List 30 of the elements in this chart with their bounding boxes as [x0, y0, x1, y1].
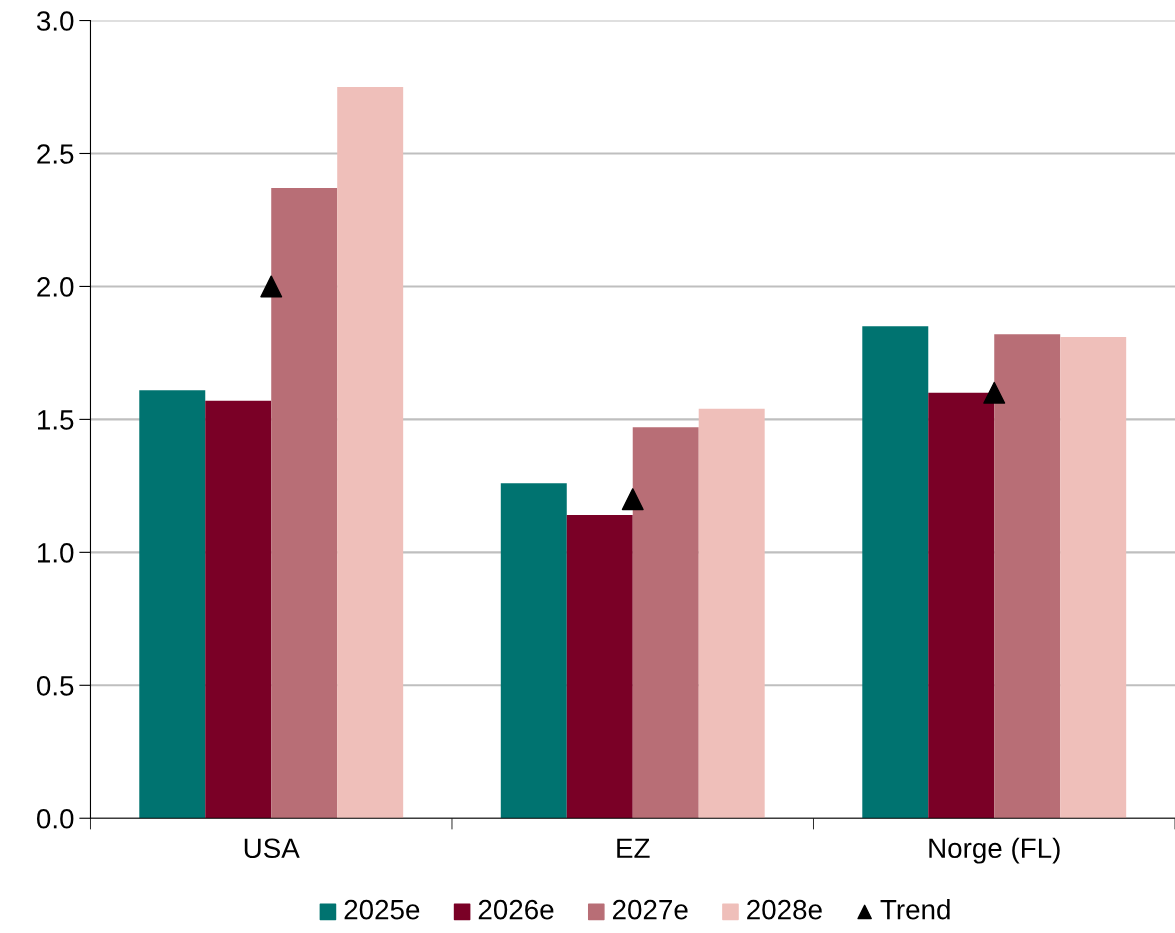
bar — [1060, 336, 1127, 819]
y-tick-label: 0.0 — [36, 808, 74, 829]
bar — [928, 392, 995, 819]
bar — [566, 515, 633, 819]
point — [260, 275, 283, 298]
y-tick-label: 3.0 — [36, 11, 74, 31]
bar — [337, 87, 404, 819]
y-tick-label: 2.5 — [37, 144, 74, 164]
bar — [994, 334, 1061, 819]
point — [983, 381, 1006, 404]
bar — [271, 188, 338, 819]
bar — [632, 427, 699, 819]
x-tick-label: USA — [244, 838, 300, 859]
legend-label: 2026e — [478, 899, 554, 920]
point — [621, 488, 644, 511]
bar — [205, 400, 272, 819]
x-tick-label: EZ — [617, 838, 650, 858]
legend-label: Trend — [880, 899, 950, 920]
bar — [139, 390, 206, 819]
y-tick-label: 1.0 — [38, 543, 74, 563]
legend-label: 2027e — [612, 899, 688, 920]
x-tick-label: Norge (FL) — [929, 837, 1060, 864]
bar — [500, 483, 567, 819]
legend-label: 2028e — [747, 899, 822, 920]
y-tick-label: 2.0 — [37, 277, 74, 297]
y-tick-label: 1.5 — [38, 410, 74, 430]
y-tick-label: 0.5 — [36, 675, 74, 696]
bar — [862, 326, 929, 819]
bar — [698, 408, 765, 819]
legend-label: 2025e — [344, 899, 420, 920]
